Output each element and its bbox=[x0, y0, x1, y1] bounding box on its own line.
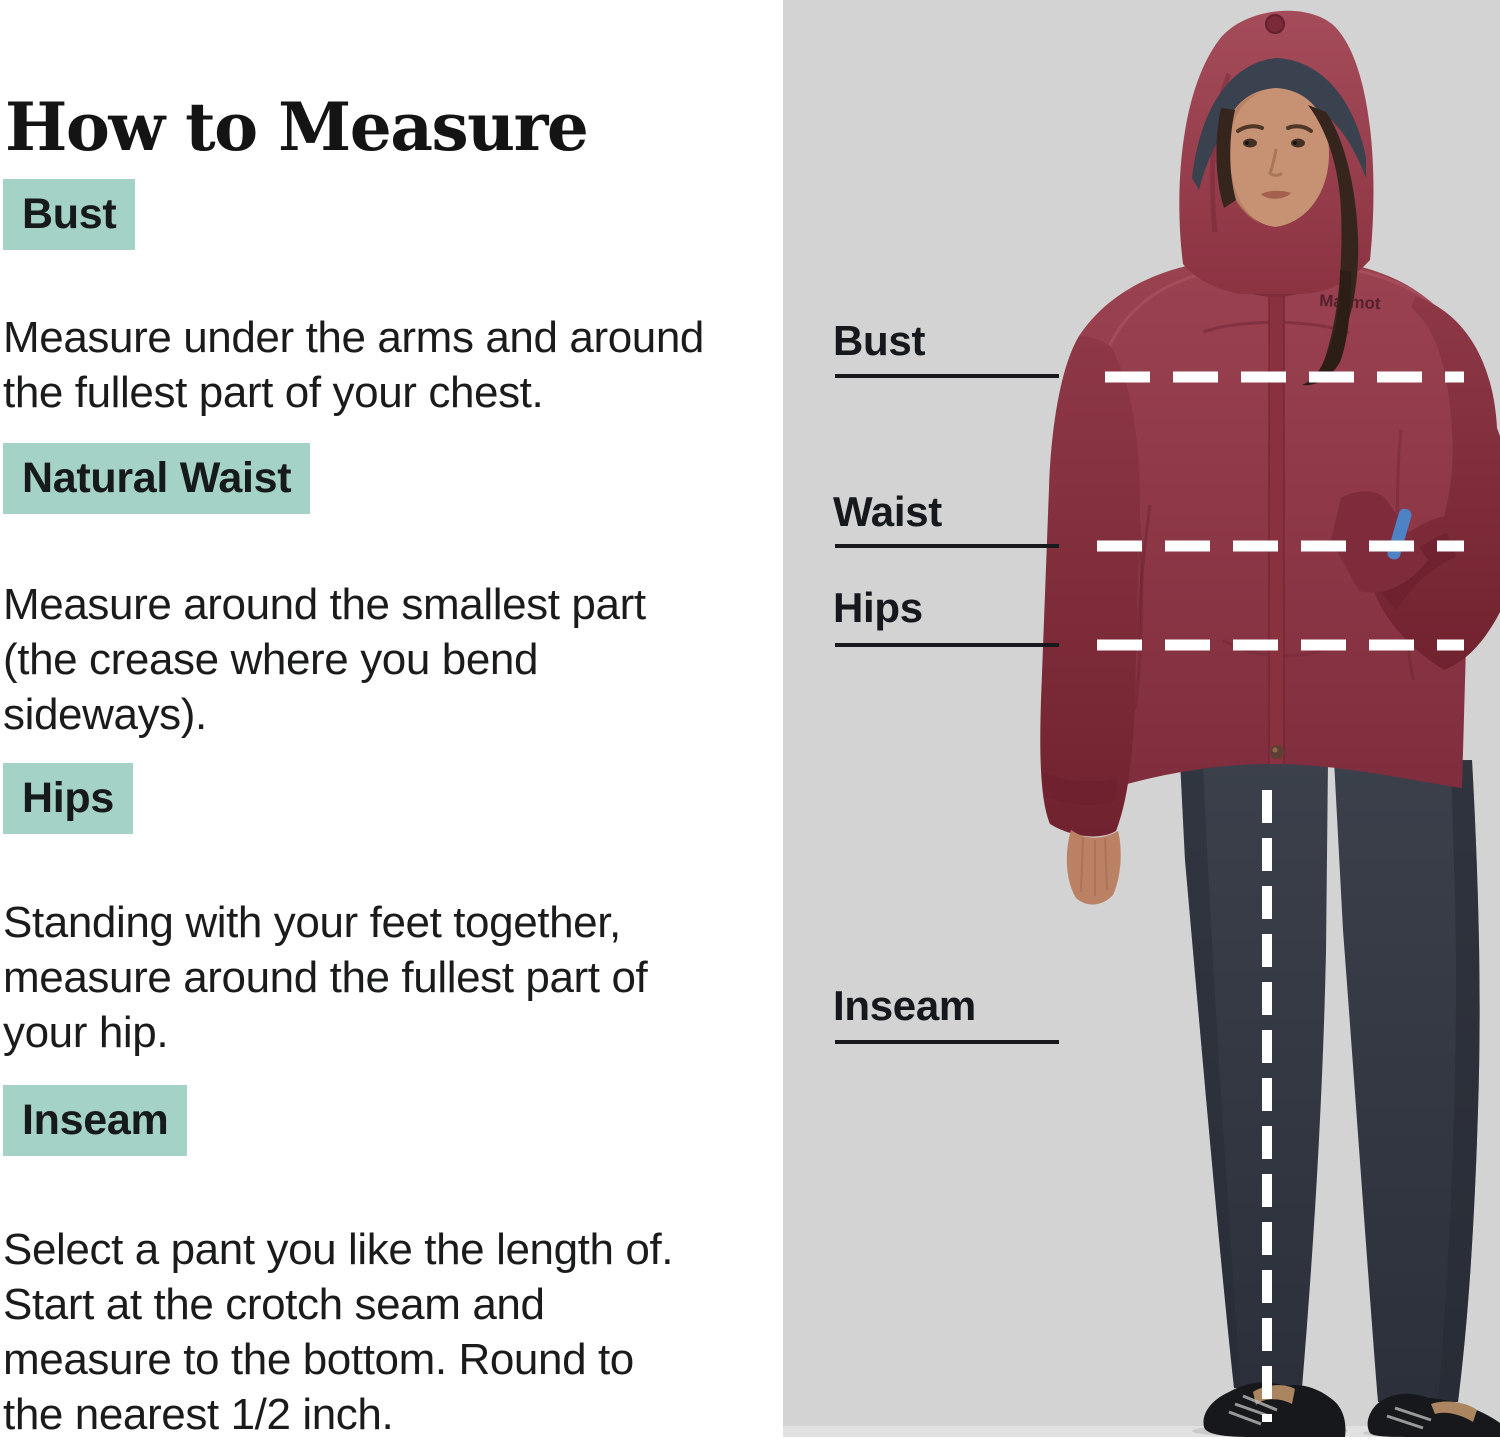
diagram-label-bust: Bust bbox=[833, 317, 926, 364]
section-heading-natural-waist: Natural Waist bbox=[3, 443, 311, 514]
pants bbox=[1180, 760, 1480, 1402]
measurement-diagram: Marmot bbox=[783, 0, 1500, 1437]
face bbox=[1223, 88, 1329, 227]
left-shoe bbox=[1203, 1382, 1346, 1437]
section-body-inseam: Select a pant you like the length of. St… bbox=[3, 1225, 674, 1439]
left-hand bbox=[1066, 830, 1121, 905]
face-features bbox=[1236, 124, 1313, 199]
jacket-placket bbox=[1269, 272, 1284, 764]
floor-strip bbox=[783, 1426, 1500, 1437]
hair bbox=[1216, 105, 1359, 386]
section-heading-inseam: Inseam bbox=[3, 1085, 188, 1156]
left-sleeve bbox=[1040, 336, 1140, 837]
section-body-natural-waist: Measure around the smallest part (the cr… bbox=[3, 580, 646, 739]
diagram-label-inseam: Inseam bbox=[833, 982, 976, 1029]
bust-underline bbox=[835, 374, 1059, 378]
section-heading-hips: Hips bbox=[3, 763, 133, 834]
model-illustration: Marmot bbox=[783, 10, 1500, 1437]
right-shoe bbox=[1367, 1393, 1500, 1437]
hips-underline bbox=[835, 643, 1059, 647]
section-heading-bust: Bust bbox=[3, 179, 136, 250]
diagram-label-hips: Hips bbox=[833, 584, 923, 631]
hood-brim bbox=[1192, 58, 1366, 190]
section-body-hips: Standing with your feet together, measur… bbox=[3, 898, 648, 1057]
page-title: How to Measure bbox=[5, 88, 589, 167]
snap-button bbox=[1270, 745, 1284, 759]
section-body-bust: Measure under the arms and around the fu… bbox=[3, 313, 705, 417]
hood-logo bbox=[1265, 14, 1285, 34]
waist-underline bbox=[835, 544, 1059, 548]
measurement-guides bbox=[1097, 371, 1464, 1422]
diagram-label-waist: Waist bbox=[833, 488, 942, 535]
inseam-underline bbox=[835, 1040, 1059, 1044]
